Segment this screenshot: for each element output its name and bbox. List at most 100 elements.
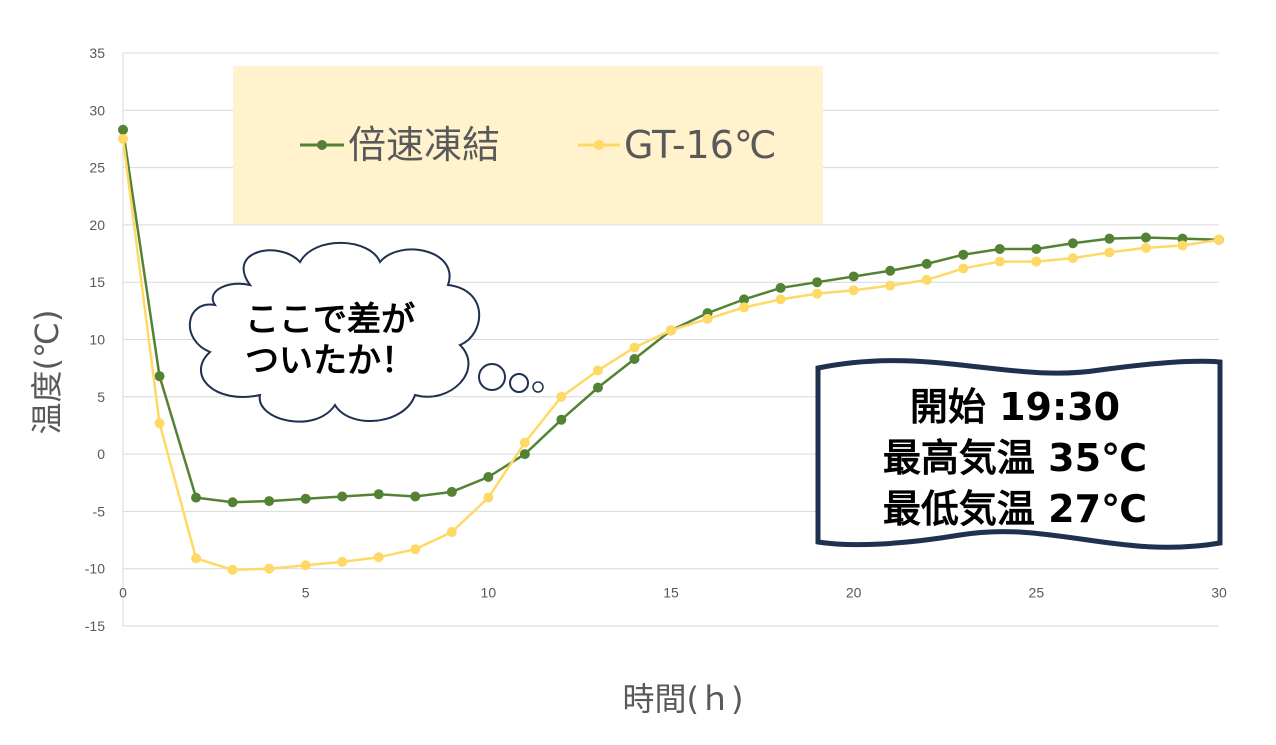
data-point xyxy=(702,313,713,324)
legend: 倍速凍結 GT-16℃ xyxy=(300,123,777,167)
data-point xyxy=(154,371,165,382)
y-tick-label: 15 xyxy=(89,274,105,290)
legend-marker-series-1 xyxy=(317,140,327,150)
y-tick-label: 10 xyxy=(89,332,105,348)
y-tick-label: -10 xyxy=(85,561,105,577)
data-point xyxy=(1177,233,1188,244)
data-point xyxy=(921,258,932,269)
legend-label-series-1: 倍速凍結 xyxy=(348,123,500,167)
x-tick-label: 20 xyxy=(846,585,862,601)
data-point xyxy=(1104,233,1115,244)
data-point xyxy=(1140,232,1151,243)
data-point xyxy=(300,560,311,571)
data-point xyxy=(483,472,494,483)
y-tick-label: -5 xyxy=(93,503,106,519)
data-point xyxy=(739,294,750,305)
data-point xyxy=(483,492,494,503)
x-tick-label: 15 xyxy=(663,585,679,601)
data-point xyxy=(337,556,348,567)
data-point xyxy=(775,282,786,293)
y-axis-ticks: 35 30 25 20 15 10 5 0 -5 -10 -15 xyxy=(85,45,105,634)
y-tick-label: 25 xyxy=(89,160,105,176)
data-point xyxy=(958,263,969,274)
data-point xyxy=(264,496,275,507)
y-tick-label: 20 xyxy=(89,217,105,233)
bubble-text-line-1: ここで差が xyxy=(245,300,415,340)
data-point xyxy=(227,497,238,508)
data-point xyxy=(1104,247,1115,258)
data-point xyxy=(1031,243,1042,254)
data-point xyxy=(666,325,676,336)
data-point xyxy=(410,491,421,502)
data-point xyxy=(118,124,128,135)
data-point xyxy=(629,342,640,353)
data-point xyxy=(1177,240,1188,251)
data-point xyxy=(446,486,457,497)
series-2 xyxy=(118,133,1224,575)
data-point xyxy=(1031,256,1042,267)
data-point xyxy=(885,280,896,291)
y-tick-label: 35 xyxy=(89,45,105,61)
data-point xyxy=(154,418,165,429)
data-point xyxy=(994,243,1005,254)
y-tick-label: -15 xyxy=(85,618,105,634)
data-point xyxy=(191,492,202,503)
data-point xyxy=(519,449,530,460)
data-point xyxy=(592,382,603,393)
info-start-time: 開始 19:30 xyxy=(910,385,1120,429)
x-tick-label: 30 xyxy=(1211,585,1227,601)
bubble-cloud xyxy=(188,241,481,423)
x-tick-label: 5 xyxy=(302,585,310,601)
y-axis-title: 温度(℃) xyxy=(28,310,66,435)
data-point xyxy=(410,544,421,555)
legend-marker-series-2 xyxy=(594,140,604,150)
info-banner-frame xyxy=(815,358,1223,550)
data-point xyxy=(118,133,128,144)
info-banner: 開始 19:30 最高気温 35℃ 最低気温 27℃ xyxy=(815,358,1223,550)
data-point xyxy=(1067,253,1078,264)
data-point xyxy=(227,564,238,575)
data-point xyxy=(994,256,1005,267)
data-point xyxy=(592,365,603,376)
data-point xyxy=(519,437,530,448)
bubble-dot-medium xyxy=(509,373,529,393)
data-point xyxy=(848,285,859,296)
y-tick-label: 5 xyxy=(97,389,105,405)
x-tick-label: 25 xyxy=(1029,585,1045,601)
bubble-text-line-2: ついたか！ xyxy=(245,341,415,381)
legend-label-series-2: GT-16℃ xyxy=(624,123,777,167)
y-tick-label: 0 xyxy=(97,446,105,462)
x-tick-label: 10 xyxy=(481,585,497,601)
data-point xyxy=(300,493,311,504)
info-max-temp: 最高気温 35℃ xyxy=(883,436,1147,480)
data-point xyxy=(921,274,932,285)
data-point xyxy=(629,353,640,364)
bubble-dot-large xyxy=(478,363,506,391)
data-point xyxy=(739,302,750,313)
data-point xyxy=(1214,234,1224,245)
thought-bubble: ここで差が ついたか！ xyxy=(188,241,544,423)
series-layer xyxy=(118,124,1224,575)
data-point xyxy=(1140,242,1151,253)
data-point xyxy=(848,271,859,282)
data-point xyxy=(556,391,567,402)
data-point xyxy=(812,288,823,299)
data-point xyxy=(337,491,348,502)
data-point xyxy=(373,552,384,563)
data-point xyxy=(556,414,567,425)
data-point xyxy=(775,294,786,305)
data-point xyxy=(1067,238,1078,249)
x-tick-label: 0 xyxy=(119,585,127,601)
data-point xyxy=(812,277,823,288)
info-min-temp: 最低気温 27℃ xyxy=(883,487,1147,531)
data-point xyxy=(191,553,202,564)
y-tick-label: 30 xyxy=(89,102,105,118)
data-point xyxy=(264,563,275,574)
x-axis-title: 時間(ｈ) xyxy=(623,680,744,718)
data-point xyxy=(958,249,969,260)
bubble-dot-small xyxy=(532,381,544,393)
data-point xyxy=(446,527,457,538)
data-point xyxy=(885,265,896,276)
data-point xyxy=(373,489,384,500)
